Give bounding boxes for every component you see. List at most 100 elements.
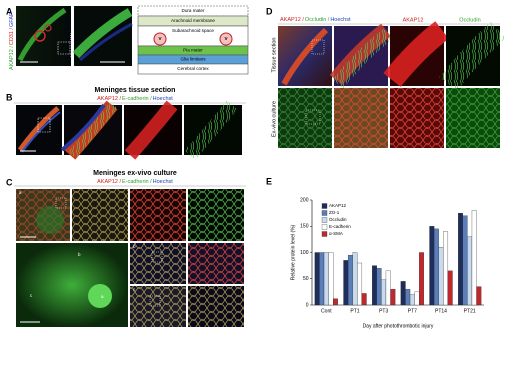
micrograph-texture [130, 286, 186, 327]
zoom-line [69, 5, 75, 43]
legend-label: ZO-1 [329, 210, 340, 215]
stain-part: AKAP12 / [9, 46, 15, 70]
vessel [34, 30, 46, 42]
bar [361, 293, 367, 306]
x-tick-label: PT3 [379, 308, 388, 314]
panel-title: Meninges tissue section [95, 87, 176, 94]
bar [438, 247, 444, 306]
bar [471, 210, 477, 306]
stain-part: Hoechst [153, 96, 174, 102]
vessel [44, 24, 52, 32]
vessel-label: V [158, 36, 162, 41]
bar [405, 289, 411, 306]
bar [419, 252, 424, 306]
channel-label: Occludin [459, 17, 480, 23]
bar-chart: 0 50 100 150 200 Relative protein level (%) Da… [290, 197, 484, 329]
panel-label: A [6, 6, 13, 16]
zoom-line [69, 53, 75, 67]
micrograph-feature [124, 100, 178, 160]
y-tick-label: 50 [303, 276, 309, 282]
roi-box [305, 109, 321, 125]
stain-part: AKAP12 / [97, 179, 121, 185]
legend-swatch [321, 231, 328, 237]
subpanel-label: c [133, 287, 136, 292]
stain-part: AKAP12 / [280, 17, 304, 23]
bar [347, 254, 353, 306]
stain-part: GFAP [9, 12, 15, 27]
micrograph-feature [281, 27, 329, 86]
y-axis-label: Relative protein level (%) [290, 224, 296, 280]
layer-label: Subarachnoid space [172, 28, 214, 33]
layer-label: Glia limitans [180, 57, 206, 62]
panel-title: Meninges ex-vivo culture [93, 170, 177, 177]
micrograph-texture [130, 243, 186, 284]
vessel-label: V [224, 36, 228, 41]
bar [409, 294, 415, 306]
stain-part: Hoechst [153, 179, 174, 185]
bar [372, 265, 377, 306]
vessel-icon [219, 32, 233, 46]
micrograph-texture [390, 88, 444, 148]
bar [443, 231, 449, 306]
micrograph-feature [36, 206, 64, 234]
bar [323, 252, 329, 306]
micrograph-texture [188, 189, 244, 241]
micrograph-texture [130, 189, 186, 241]
roi-box [55, 197, 67, 209]
stain-label: AKAP12 /CD31 /GFAP [9, 12, 15, 70]
stain-part: Hoechst [330, 17, 351, 23]
y-tick-label: 100 [300, 250, 309, 256]
legend-swatch [321, 210, 328, 216]
subpanel-label: b [78, 252, 81, 257]
micrograph-feature [439, 21, 506, 91]
micrograph [16, 6, 71, 66]
panel-label: C [6, 177, 13, 187]
micrograph-feature [17, 7, 67, 62]
subpanel-label: c [30, 293, 33, 298]
stain-part: Occludin / [305, 17, 330, 23]
stain-part: AKAP12 / [97, 96, 121, 102]
stain-label: AKAP12 /Occludin /Hoechst [280, 17, 351, 23]
bar [476, 286, 482, 306]
subpanel-label: b [133, 244, 136, 249]
x-tick-label: PT7 [408, 308, 417, 314]
bar [400, 281, 406, 306]
micrograph-feature [17, 106, 60, 152]
subpanel-label: a [19, 190, 22, 195]
micrograph-feature [60, 103, 106, 152]
legend-swatch [321, 224, 328, 230]
legend-label: α-SMA [329, 231, 343, 236]
bar [357, 262, 363, 306]
micrograph-texture [72, 189, 128, 241]
micrograph-feature [383, 21, 449, 87]
micrograph-feature [79, 22, 133, 62]
bar [458, 212, 463, 306]
micrograph-texture [446, 88, 500, 148]
micrograph [16, 243, 128, 327]
bar [381, 279, 387, 306]
bar [328, 252, 334, 306]
stain-part: E-cadherin / [122, 179, 152, 185]
stain-label: AKAP12 /E-cadherin /Hoechst [97, 96, 173, 102]
bar [385, 270, 391, 306]
channel-label: AKAP12 [403, 17, 424, 23]
bar [352, 252, 358, 306]
bar [390, 289, 396, 306]
x-tick-label: PT21 [464, 308, 476, 314]
bar [447, 270, 453, 306]
micrograph-texture [188, 286, 244, 327]
stain-label: AKAP12 /E-cadherin /Hoechst [97, 179, 173, 185]
row-label: Tissue section [271, 38, 277, 73]
panel-label: D [266, 6, 273, 16]
roi-box [151, 251, 163, 263]
micrograph-feature [88, 284, 112, 308]
micrograph-texture [278, 88, 332, 148]
bar [314, 252, 320, 306]
legend-label: AKAP12 [329, 203, 347, 208]
layer-label: Pia mater [183, 48, 203, 53]
micrograph-feature [68, 101, 118, 159]
legend-swatch [321, 217, 328, 223]
legend-swatch [321, 203, 328, 209]
bar [414, 291, 420, 306]
